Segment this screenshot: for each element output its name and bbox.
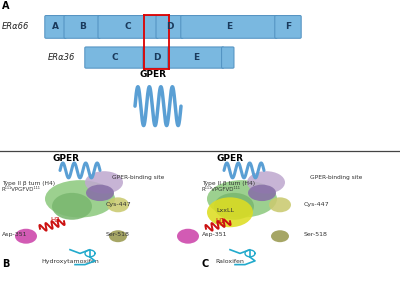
Ellipse shape bbox=[207, 197, 253, 227]
FancyBboxPatch shape bbox=[64, 16, 100, 38]
Text: Asp-351: Asp-351 bbox=[2, 232, 28, 237]
FancyBboxPatch shape bbox=[275, 16, 301, 38]
Text: Raloxifen: Raloxifen bbox=[216, 259, 244, 264]
Text: Ser-518: Ser-518 bbox=[106, 232, 130, 237]
Ellipse shape bbox=[177, 229, 199, 244]
Ellipse shape bbox=[86, 185, 114, 201]
FancyBboxPatch shape bbox=[98, 16, 158, 38]
Ellipse shape bbox=[271, 230, 289, 242]
Ellipse shape bbox=[207, 180, 277, 218]
Ellipse shape bbox=[15, 229, 37, 244]
Text: GPER-binding site: GPER-binding site bbox=[112, 176, 164, 180]
Text: H1: H1 bbox=[215, 218, 225, 224]
Ellipse shape bbox=[52, 193, 92, 220]
Text: H3: H3 bbox=[50, 217, 60, 223]
FancyBboxPatch shape bbox=[143, 47, 170, 68]
Ellipse shape bbox=[107, 197, 129, 212]
Ellipse shape bbox=[214, 193, 254, 220]
Text: E: E bbox=[226, 22, 232, 31]
Text: R¹¹¹VPGFVD¹¹¹: R¹¹¹VPGFVD¹¹¹ bbox=[202, 187, 241, 192]
Text: A: A bbox=[2, 1, 10, 11]
Text: C: C bbox=[202, 259, 209, 269]
Text: ERα36: ERα36 bbox=[48, 53, 75, 62]
Text: A: A bbox=[52, 22, 59, 31]
Text: Asp-351: Asp-351 bbox=[202, 232, 228, 237]
Text: Cys-447: Cys-447 bbox=[106, 202, 132, 207]
Text: Type II β turn (H4): Type II β turn (H4) bbox=[2, 181, 55, 186]
Text: Type II β turn (H4): Type II β turn (H4) bbox=[202, 181, 255, 186]
Text: E: E bbox=[193, 53, 199, 62]
FancyBboxPatch shape bbox=[85, 47, 145, 68]
FancyBboxPatch shape bbox=[45, 16, 66, 38]
Ellipse shape bbox=[248, 185, 276, 201]
FancyBboxPatch shape bbox=[181, 16, 277, 38]
Ellipse shape bbox=[45, 180, 115, 218]
FancyBboxPatch shape bbox=[222, 47, 234, 68]
Text: R¹¹¹VPGFVD¹¹¹: R¹¹¹VPGFVD¹¹¹ bbox=[2, 187, 41, 192]
Text: Ser-518: Ser-518 bbox=[304, 232, 328, 237]
Text: GPER: GPER bbox=[216, 154, 244, 163]
Ellipse shape bbox=[247, 171, 285, 194]
Text: GPER: GPER bbox=[52, 154, 80, 163]
Ellipse shape bbox=[109, 230, 127, 242]
Text: GPER: GPER bbox=[140, 70, 167, 79]
Text: ERα66: ERα66 bbox=[2, 22, 29, 31]
Ellipse shape bbox=[85, 171, 123, 194]
Text: B: B bbox=[2, 259, 9, 269]
Text: Hydroxytamoxifen: Hydroxytamoxifen bbox=[41, 259, 99, 264]
Text: C: C bbox=[112, 53, 118, 62]
Text: F: F bbox=[285, 22, 291, 31]
Ellipse shape bbox=[269, 197, 291, 212]
FancyBboxPatch shape bbox=[168, 47, 224, 68]
Text: Cys-447: Cys-447 bbox=[304, 202, 330, 207]
Text: GPER-binding site: GPER-binding site bbox=[310, 176, 362, 180]
Text: LxxLL: LxxLL bbox=[216, 208, 234, 213]
FancyBboxPatch shape bbox=[156, 16, 183, 38]
Text: D: D bbox=[166, 22, 173, 31]
Text: B: B bbox=[79, 22, 86, 31]
Text: D: D bbox=[153, 53, 160, 62]
Text: C: C bbox=[125, 22, 132, 31]
